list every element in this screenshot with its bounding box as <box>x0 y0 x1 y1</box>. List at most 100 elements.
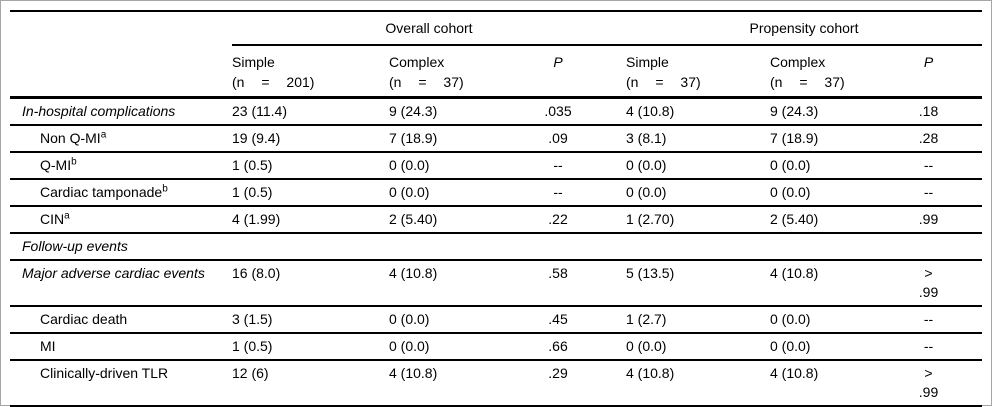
cell-overall-p: .035 <box>490 97 626 126</box>
cell-propensity-p: > .99 <box>875 359 982 407</box>
row-label-cell: Clinically-driven TLR <box>10 359 232 407</box>
col-header-propensity-p: P <box>875 45 982 99</box>
cell-propensity-complex: 7 (18.9) <box>770 124 875 153</box>
cell-overall-simple: 4 (1.99) <box>232 205 389 234</box>
p-value: .99 <box>918 210 939 227</box>
p-value: -- <box>923 183 934 200</box>
cell-propensity-p: -- <box>875 178 982 207</box>
cell-propensity-simple: 1 (2.70) <box>626 205 770 234</box>
table-row: Clinically-driven TLR 12 (6) 4 (10.8) .2… <box>10 359 982 407</box>
row-label-cell: Follow-up events <box>10 232 232 261</box>
cell-propensity-p <box>875 232 982 261</box>
cell-overall-complex: 4 (10.8) <box>389 359 490 407</box>
cell-propensity-simple <box>626 232 770 261</box>
row-label: In-hospital complications <box>22 102 176 119</box>
cell-propensity-simple: 1 (2.7) <box>626 305 770 334</box>
row-label: Q-MI <box>40 156 72 173</box>
cell-overall-p: .09 <box>490 124 626 153</box>
cell-propensity-simple: 4 (10.8) <box>626 97 770 126</box>
row-label-cell: CINa <box>10 205 232 234</box>
cell-propensity-complex: 9 (24.3) <box>770 97 875 126</box>
cell-propensity-simple: 4 (10.8) <box>626 359 770 407</box>
outcomes-table: Overall cohort Propensity cohort Simple … <box>10 10 982 407</box>
cell-overall-complex: 0 (0.0) <box>389 305 490 334</box>
p-value: -- <box>923 156 934 173</box>
col-header-overall-p: P <box>490 45 626 99</box>
cell-overall-p: -- <box>490 178 626 207</box>
row-footnote-marker: b <box>71 155 77 167</box>
p-value: .18 <box>918 102 939 119</box>
col-group-overall-cohort: Overall cohort <box>232 10 626 46</box>
table-row: Cardiac tamponadeb 1 (0.5) 0 (0.0) -- 0 … <box>10 178 982 207</box>
row-label: Major adverse cardiac events <box>22 264 205 281</box>
col-header-n: (n = 37) <box>626 74 701 90</box>
col-header-propensity-simple: Simple (n = 37) <box>626 45 770 99</box>
row-label-cell: Cardiac tamponadeb <box>10 178 232 207</box>
cell-propensity-p: .99 <box>875 205 982 234</box>
col-header-n: (n = 37) <box>770 74 845 90</box>
cell-overall-simple: 16 (8.0) <box>232 259 389 307</box>
table-row: CINa 4 (1.99) 2 (5.40) .22 1 (2.70) 2 (5… <box>10 205 982 234</box>
cell-overall-p: .45 <box>490 305 626 334</box>
row-label-cell: In-hospital complications <box>10 97 232 126</box>
table-body: In-hospital complications 23 (11.4) 9 (2… <box>10 97 982 407</box>
p-value: -- <box>923 310 934 327</box>
cell-propensity-p: .18 <box>875 97 982 126</box>
col-header-label: Simple <box>626 54 669 70</box>
cell-overall-complex: 4 (10.8) <box>389 259 490 307</box>
cell-overall-complex <box>389 232 490 261</box>
cell-propensity-complex: 4 (10.8) <box>770 259 875 307</box>
cell-overall-simple: 19 (9.4) <box>232 124 389 153</box>
row-label: Follow-up events <box>22 237 128 254</box>
cell-propensity-p: -- <box>875 332 982 361</box>
cell-overall-simple: 1 (0.5) <box>232 332 389 361</box>
col-header-overall-complex: Complex (n = 37) <box>389 45 490 99</box>
column-header-row: Simple (n = 201) Complex (n = 37) P Simp… <box>10 45 982 99</box>
row-label-cell: MI <box>10 332 232 361</box>
p-value: > .99 <box>918 264 939 300</box>
col-group-propensity-cohort: Propensity cohort <box>626 10 982 46</box>
p-value: > .99 <box>918 364 939 400</box>
cell-overall-p: .29 <box>490 359 626 407</box>
row-label: Clinically-driven TLR <box>40 364 169 381</box>
cell-propensity-complex <box>770 232 875 261</box>
cell-overall-p: -- <box>490 151 626 180</box>
cell-propensity-complex: 0 (0.0) <box>770 178 875 207</box>
cell-overall-complex: 2 (5.40) <box>389 205 490 234</box>
table-row: Non Q-MIa 19 (9.4) 7 (18.9) .09 3 (8.1) … <box>10 124 982 153</box>
corner-cell <box>10 10 232 45</box>
cell-propensity-complex: 0 (0.0) <box>770 332 875 361</box>
p-value: -- <box>923 337 934 354</box>
col-header-n: (n = 37) <box>389 74 464 90</box>
cell-overall-complex: 7 (18.9) <box>389 124 490 153</box>
table-row: Cardiac death 3 (1.5) 0 (0.0) .45 1 (2.7… <box>10 305 982 334</box>
table-row: Major adverse cardiac events 16 (8.0) 4 … <box>10 259 982 307</box>
row-label: Cardiac death <box>40 310 128 327</box>
cell-overall-complex: 0 (0.0) <box>389 178 490 207</box>
stub-header <box>10 45 232 99</box>
table-row: Follow-up events <box>10 232 982 261</box>
cell-overall-simple: 23 (11.4) <box>232 97 389 126</box>
row-label: CIN <box>40 210 65 227</box>
table-row: In-hospital complications 23 (11.4) 9 (2… <box>10 97 982 126</box>
row-label: MI <box>40 337 56 354</box>
cell-overall-simple: 12 (6) <box>232 359 389 407</box>
row-footnote-marker: a <box>64 209 70 221</box>
col-header-label: Complex <box>389 54 445 70</box>
cell-overall-simple: 3 (1.5) <box>232 305 389 334</box>
row-label: Non Q-MI <box>40 129 101 146</box>
col-header-n: (n = 201) <box>232 74 315 90</box>
cell-propensity-p: .28 <box>875 124 982 153</box>
cell-overall-p: .66 <box>490 332 626 361</box>
cell-overall-complex: 0 (0.0) <box>389 332 490 361</box>
cell-propensity-complex: 0 (0.0) <box>770 305 875 334</box>
table-row: Q-MIb 1 (0.5) 0 (0.0) -- 0 (0.0) 0 (0.0)… <box>10 151 982 180</box>
row-label-cell: Major adverse cardiac events <box>10 259 232 307</box>
col-header-propensity-complex: Complex (n = 37) <box>770 45 875 99</box>
cell-propensity-complex: 4 (10.8) <box>770 359 875 407</box>
row-label-cell: Cardiac death <box>10 305 232 334</box>
cell-propensity-simple: 0 (0.0) <box>626 178 770 207</box>
row-footnote-marker: b <box>162 182 168 194</box>
col-header-overall-simple: Simple (n = 201) <box>232 45 389 99</box>
